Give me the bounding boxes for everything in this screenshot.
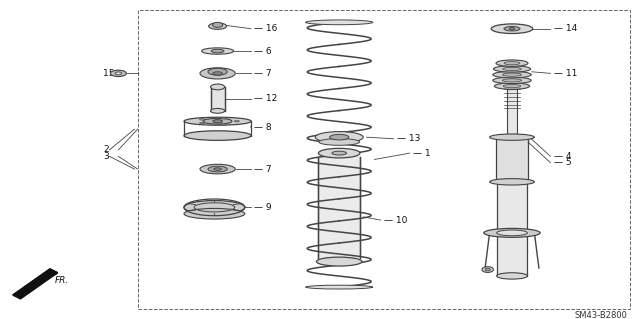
Ellipse shape [115,72,122,75]
Polygon shape [13,269,58,299]
Text: 3: 3 [103,152,109,161]
Text: — 7: — 7 [254,165,272,174]
Text: — 4: — 4 [554,152,571,161]
Text: 15 —: 15 — [103,69,127,78]
Text: — 16: — 16 [254,24,278,33]
Ellipse shape [234,120,239,122]
Text: — 6: — 6 [254,47,272,56]
Ellipse shape [317,257,362,266]
Ellipse shape [485,268,490,271]
Ellipse shape [200,119,205,120]
Ellipse shape [493,77,531,84]
Ellipse shape [493,66,531,72]
Ellipse shape [184,208,245,219]
Text: — 14: — 14 [554,24,577,33]
Text: — 7: — 7 [254,69,272,78]
Ellipse shape [212,22,223,27]
Ellipse shape [306,285,373,289]
Ellipse shape [208,68,227,75]
Ellipse shape [306,20,373,25]
Bar [319,156,360,258]
Ellipse shape [110,70,127,77]
Text: — 9: — 9 [254,203,272,212]
Bar [211,87,225,111]
Ellipse shape [208,166,227,172]
Ellipse shape [497,273,527,279]
Text: — 11: — 11 [554,69,577,78]
Ellipse shape [316,131,364,143]
Text: — 5: — 5 [554,158,572,167]
Ellipse shape [184,131,252,140]
Ellipse shape [221,117,226,119]
Ellipse shape [319,138,360,145]
Text: FR.: FR. [54,276,68,285]
Ellipse shape [332,151,346,155]
Text: SM43-B2800: SM43-B2800 [574,311,627,319]
Ellipse shape [330,134,349,140]
Ellipse shape [490,134,534,140]
Ellipse shape [209,23,227,29]
Ellipse shape [484,228,540,237]
Ellipse shape [493,71,531,78]
Ellipse shape [200,68,236,79]
Ellipse shape [211,108,225,113]
Ellipse shape [496,60,528,66]
Ellipse shape [492,24,532,33]
Ellipse shape [211,49,224,53]
Ellipse shape [319,148,360,158]
Ellipse shape [504,62,520,65]
Bar [497,182,527,274]
Ellipse shape [482,267,493,272]
Ellipse shape [212,72,223,75]
Ellipse shape [504,26,520,31]
Ellipse shape [497,230,527,236]
Text: — 13: — 13 [397,134,420,143]
Ellipse shape [503,67,521,70]
Text: — 10: — 10 [384,216,408,225]
Ellipse shape [202,48,234,54]
Bar [496,137,528,182]
Ellipse shape [502,73,522,76]
Ellipse shape [212,120,223,123]
Ellipse shape [204,118,232,124]
Text: 2: 2 [103,145,109,154]
Ellipse shape [503,85,521,88]
Ellipse shape [221,123,226,125]
Ellipse shape [509,27,515,30]
Polygon shape [13,269,58,295]
Bar [138,10,630,309]
Ellipse shape [502,79,522,82]
Ellipse shape [200,164,236,174]
Ellipse shape [184,201,245,214]
Text: — 12: — 12 [254,94,277,103]
Ellipse shape [490,179,534,185]
Ellipse shape [211,84,225,90]
Ellipse shape [184,117,252,125]
Text: — 1: — 1 [413,149,431,158]
Bar [507,89,517,134]
Ellipse shape [200,122,205,124]
Ellipse shape [214,168,221,170]
Text: — 8: — 8 [254,123,272,132]
Ellipse shape [494,83,530,89]
